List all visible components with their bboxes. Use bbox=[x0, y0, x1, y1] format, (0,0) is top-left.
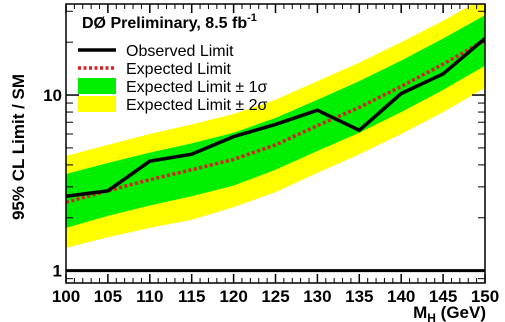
x-tick-label: 145 bbox=[429, 287, 457, 306]
x-axis-label-subscript: H bbox=[427, 311, 436, 322]
x-tick-label: 100 bbox=[52, 287, 80, 306]
x-tick-label: 135 bbox=[345, 287, 373, 306]
y-tick-label: 10 bbox=[43, 86, 62, 105]
legend-label-expected: Expected Limit bbox=[126, 61, 231, 78]
legend-swatch-band2 bbox=[78, 96, 116, 112]
x-axis-label-unit: (GeV) bbox=[436, 303, 486, 322]
x-tick-label: 140 bbox=[387, 287, 415, 306]
x-tick-label: 120 bbox=[219, 287, 247, 306]
legend-label-observed: Observed Limit bbox=[126, 43, 234, 60]
legend-swatch-band1 bbox=[78, 78, 116, 94]
x-axis-label-main: M bbox=[413, 303, 427, 322]
expected-limit-line bbox=[66, 38, 485, 204]
legend-label-band1: Expected Limit ± 1σ bbox=[126, 79, 268, 96]
chart-title-superscript: -1 bbox=[247, 12, 257, 24]
x-tick-label: 130 bbox=[303, 287, 331, 306]
chart-title: DØ Preliminary, 8.5 fb-1 bbox=[82, 12, 257, 32]
legend-label-band2: Expected Limit ± 2σ bbox=[126, 97, 268, 114]
band-1sigma bbox=[66, 15, 485, 228]
lines-group bbox=[66, 37, 485, 273]
x-tick-label: 110 bbox=[136, 287, 163, 306]
x-tick-label: 115 bbox=[178, 287, 205, 306]
y-axis-label: 95% CL Limit / SM bbox=[9, 74, 28, 220]
observed-limit-line bbox=[66, 37, 485, 199]
y-tick-label: 1 bbox=[53, 262, 62, 281]
x-tick-label: 105 bbox=[94, 287, 122, 306]
x-axis-label: MH (GeV) bbox=[413, 303, 486, 322]
titles-group: DØ Preliminary, 8.5 fb-1 95% CL Limit / … bbox=[9, 12, 486, 322]
chart-title-text: DØ Preliminary, 8.5 fb bbox=[82, 15, 247, 32]
x-tick-label: 150 bbox=[471, 287, 499, 306]
x-tick-label: 125 bbox=[261, 287, 289, 306]
